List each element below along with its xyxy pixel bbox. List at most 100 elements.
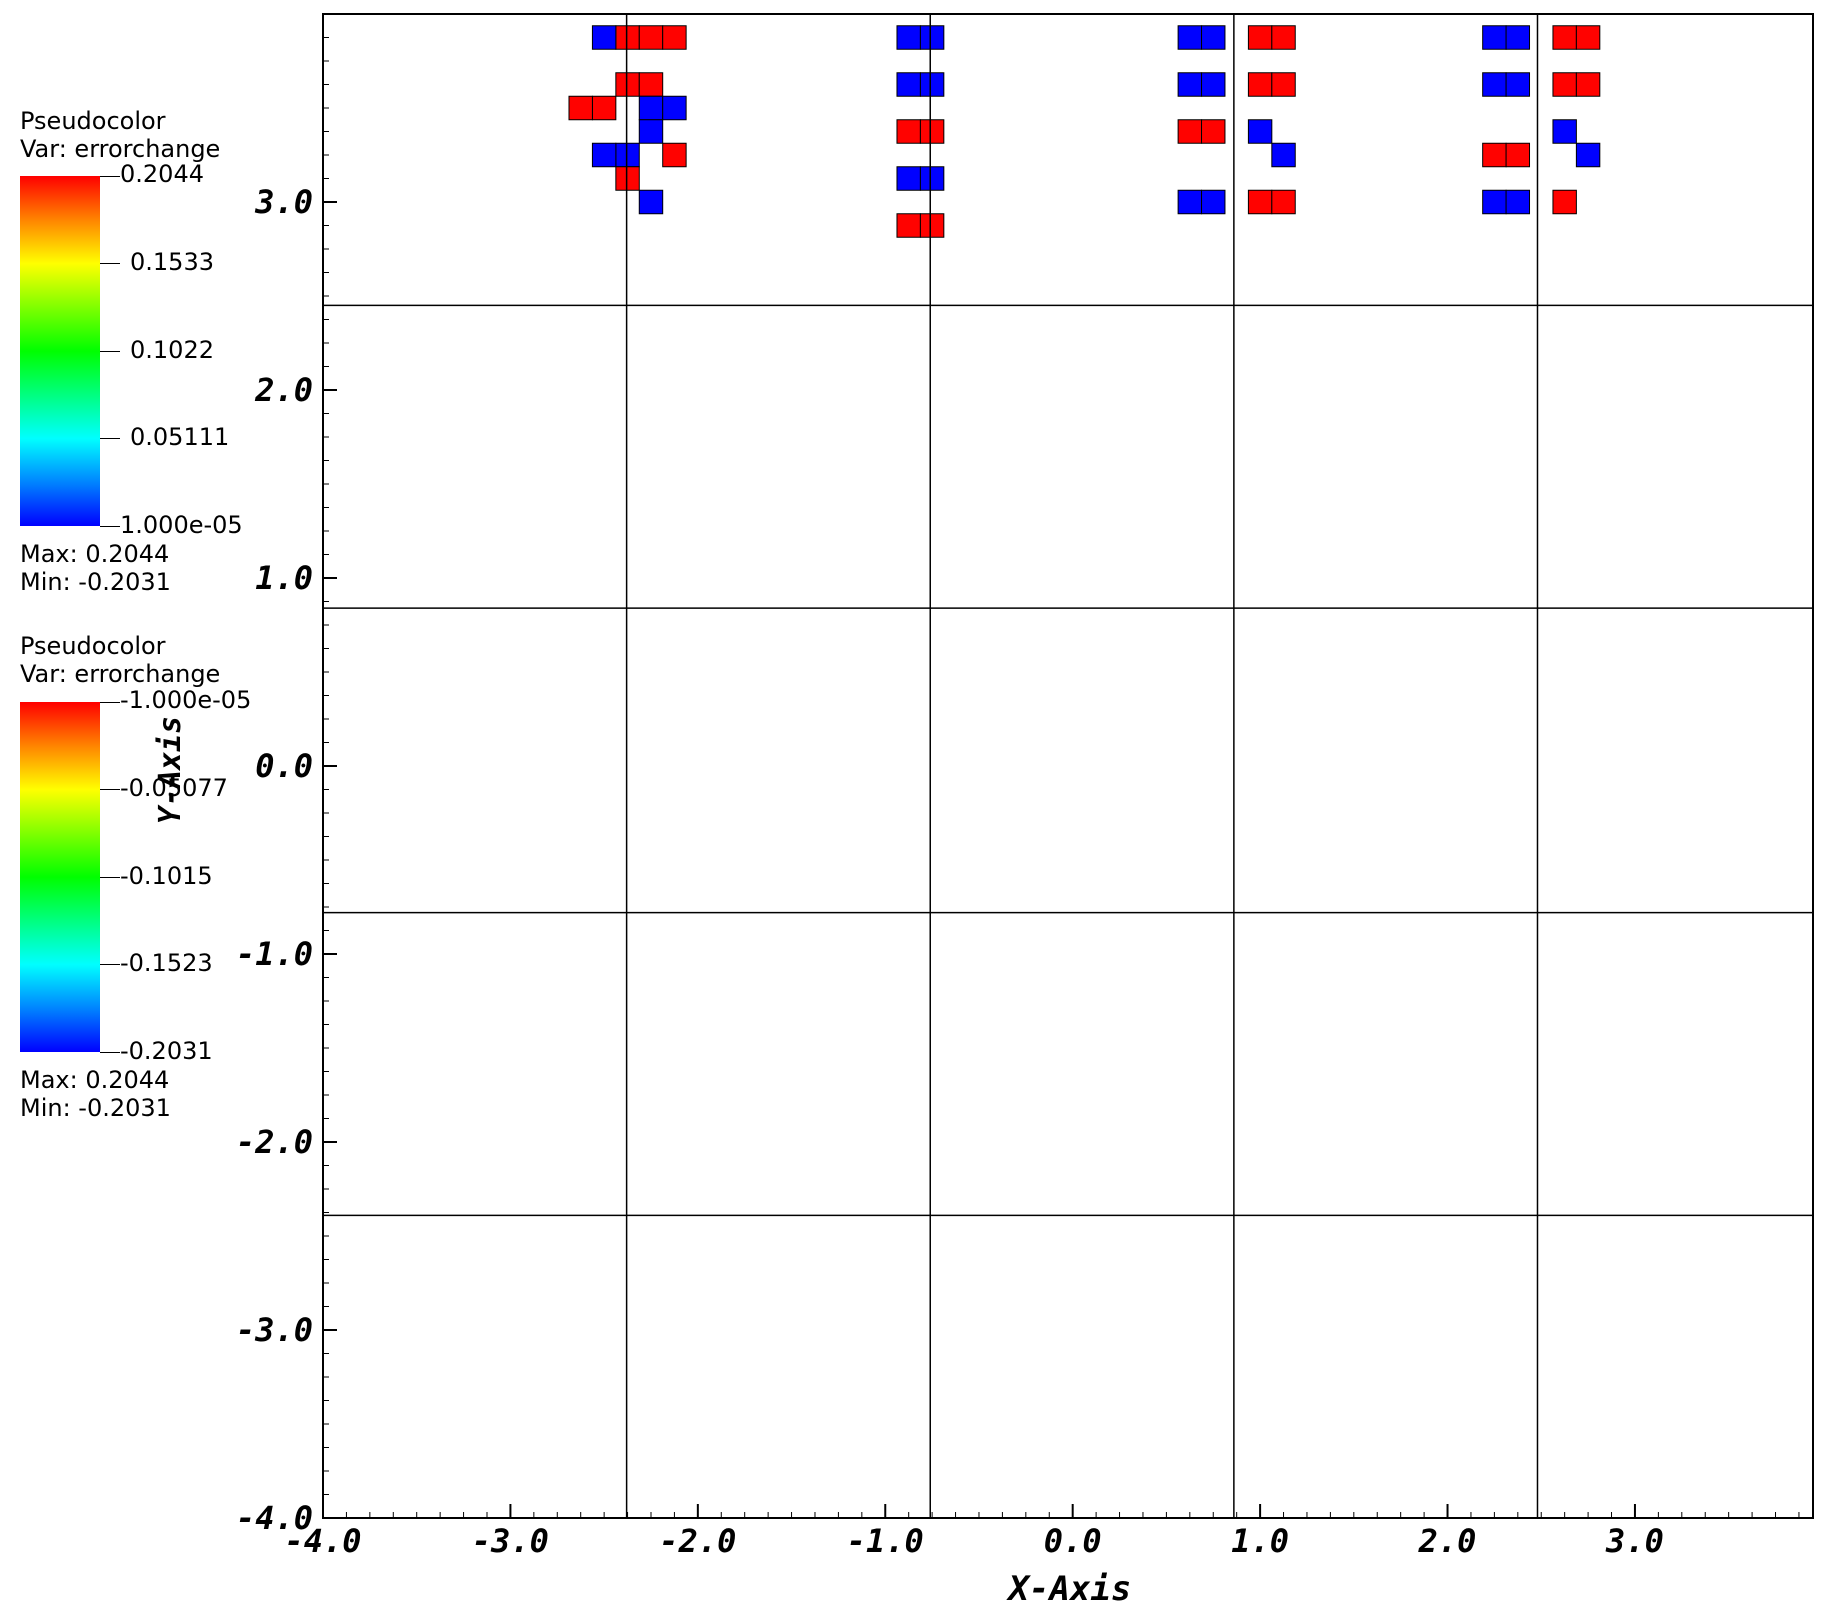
heatmap-cell bbox=[919, 213, 945, 238]
heatmap-cell bbox=[1201, 189, 1226, 215]
heatmap-cell bbox=[1552, 25, 1577, 50]
heatmap-cell bbox=[1177, 189, 1203, 215]
legend-2-tick-line bbox=[100, 702, 120, 703]
legend-2-tick-label: -1.000e-05 bbox=[120, 686, 252, 714]
heatmap-cell bbox=[1482, 142, 1507, 168]
heatmap-cell bbox=[1482, 189, 1507, 215]
legend-1-tick-line bbox=[100, 526, 120, 527]
heatmap-cell bbox=[615, 25, 640, 50]
heatmap-cell bbox=[896, 25, 921, 50]
heatmap-cell bbox=[1552, 189, 1577, 215]
heatmap-cell bbox=[919, 72, 945, 97]
legend-2-title: Pseudocolor bbox=[20, 632, 166, 660]
legend-2-tick-line bbox=[100, 964, 120, 965]
legend-2-var-label: Var: errorchange bbox=[20, 660, 221, 688]
x-tick-label: 1.0 bbox=[1231, 1522, 1289, 1560]
y-tick-label: 3.0 bbox=[254, 183, 313, 221]
legend-2-tick-line bbox=[100, 877, 120, 878]
legend-1-min-label: Min: -0.2031 bbox=[20, 568, 171, 596]
legend-2-tick-label: -0.2031 bbox=[120, 1037, 213, 1065]
x-axis-label: X-Axis bbox=[1006, 1569, 1132, 1609]
heatmap-cell bbox=[1575, 72, 1601, 97]
heatmap-cell bbox=[638, 119, 664, 144]
heatmap-cell bbox=[919, 119, 945, 144]
legend-1-tick-line bbox=[100, 438, 120, 439]
x-tick-label: 0.0 bbox=[1044, 1522, 1102, 1560]
x-tick-label: -1.0 bbox=[847, 1522, 924, 1560]
legend-1-tick-line bbox=[100, 176, 120, 177]
y-tick-label: 1.0 bbox=[255, 559, 313, 597]
legend-1-tick-line bbox=[100, 263, 120, 264]
heatmap-cell bbox=[591, 142, 617, 168]
heatmap-cell bbox=[662, 25, 687, 50]
y-tick-label: -3.0 bbox=[236, 1311, 313, 1349]
x-tick-label: -2.0 bbox=[659, 1522, 736, 1560]
legend-2-min-label: Min: -0.2031 bbox=[20, 1094, 171, 1122]
legend-1-tick-label: 0.05111 bbox=[130, 423, 230, 451]
y-tick-label: 2.0 bbox=[254, 371, 313, 409]
legend-2-tick-label: -0.1523 bbox=[120, 949, 213, 977]
heatmap-cell bbox=[662, 142, 687, 168]
heatmap-cell bbox=[638, 95, 664, 121]
legend-1-tick-label: 0.2044 bbox=[120, 160, 204, 188]
heatmap-cell bbox=[1201, 119, 1226, 144]
legend-1-title: Pseudocolor bbox=[20, 107, 166, 135]
x-tick-label: -3.0 bbox=[472, 1522, 549, 1560]
heatmap-cell bbox=[1271, 189, 1296, 215]
heatmap-cell bbox=[1575, 25, 1601, 50]
x-tick-label: 2.0 bbox=[1418, 1522, 1477, 1560]
heatmap-cell bbox=[591, 95, 617, 121]
heatmap-cell bbox=[1201, 25, 1226, 50]
x-tick-label: -4.0 bbox=[284, 1522, 361, 1560]
heatmap-cell bbox=[1271, 25, 1296, 50]
heatmap-cell bbox=[896, 213, 921, 238]
x-tick-label: 3.0 bbox=[1605, 1522, 1664, 1560]
heatmap-cell bbox=[638, 25, 664, 50]
heatmap-cell bbox=[1271, 72, 1296, 97]
heatmap-cell bbox=[1177, 72, 1203, 97]
legend-1-var-label: Var: errorchange bbox=[20, 135, 221, 163]
legend-1-color-bar bbox=[20, 176, 100, 526]
heatmap-cell bbox=[568, 95, 593, 121]
heatmap-cell bbox=[1201, 72, 1226, 97]
legend-1-max-label: Max: 0.2044 bbox=[20, 540, 170, 568]
heatmap-cell bbox=[1552, 72, 1577, 97]
heatmap-cell bbox=[896, 72, 921, 97]
legend-2-max-label: Max: 0.2044 bbox=[20, 1066, 170, 1094]
plot-frame bbox=[322, 13, 1814, 1519]
legend-2-tick-line bbox=[100, 789, 120, 790]
heatmap-cell bbox=[615, 142, 640, 168]
heatmap-cell bbox=[919, 166, 945, 191]
x-axis-ticks: -4.0 -3.0 -2.0 -1.0 0.0 1.0 2.0 3.0 bbox=[284, 1504, 1800, 1560]
y-tick-label: -4.0 bbox=[236, 1499, 313, 1537]
patch-boundary-lines bbox=[323, 14, 1813, 1518]
y-axis-label: Y-Axis bbox=[153, 716, 188, 824]
heatmap-cell bbox=[1505, 142, 1531, 168]
y-tick-label: -2.0 bbox=[236, 1123, 313, 1161]
heatmap-cell bbox=[1177, 25, 1203, 50]
heatmap-cell bbox=[1575, 142, 1601, 168]
heatmap-cell bbox=[638, 189, 664, 215]
heatmap-cell bbox=[1482, 25, 1507, 50]
legend-2-color-bar bbox=[20, 702, 100, 1052]
heatmap-cell bbox=[1505, 25, 1531, 50]
heatmap-cell bbox=[1482, 72, 1507, 97]
heatmap-cell bbox=[896, 166, 921, 191]
heatmap-cell bbox=[662, 95, 687, 121]
heatmap-cell bbox=[1247, 72, 1273, 97]
heatmap-cell bbox=[615, 72, 640, 97]
heatmap-cell bbox=[1247, 189, 1273, 215]
heatmap-cell bbox=[591, 25, 617, 50]
legend-1-tick-label: 0.1533 bbox=[130, 248, 214, 276]
heatmap-cell bbox=[1505, 72, 1531, 97]
legend-1-tick-line bbox=[100, 351, 120, 352]
heatmap-cell bbox=[1247, 25, 1273, 50]
legend-2-tick-label: -0.1015 bbox=[120, 862, 213, 890]
y-axis-ticks: -4.0 -3.0 -2.0 -1.0 0.0 1.0 2.0 3.0 bbox=[236, 13, 337, 1537]
legend-1-tick-label: 1.000e-05 bbox=[120, 511, 243, 539]
heatmap-cell bbox=[1505, 189, 1531, 215]
y-tick-label: 0.0 bbox=[255, 747, 313, 785]
heatmap-cell bbox=[1177, 119, 1203, 144]
legend-1-tick-label: 0.1022 bbox=[130, 336, 214, 364]
